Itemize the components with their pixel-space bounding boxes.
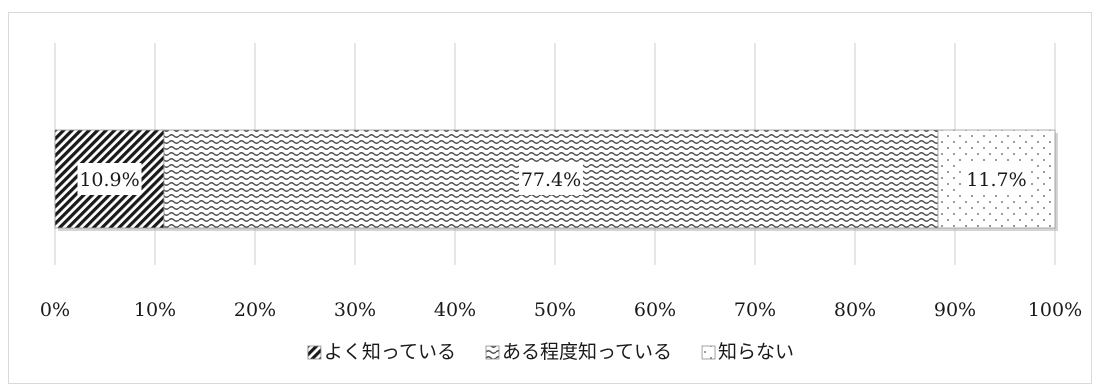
x-axis-tick-labels: 0% 10% 20% 30% 40% 50% 60% 70% 80% 90% 100% [40, 299, 1082, 321]
data-label-bg [77, 163, 142, 195]
data-label-bg [964, 163, 1029, 195]
x-tick-label: 60% [634, 299, 676, 321]
legend-swatch [485, 345, 500, 360]
data-label-bg [519, 163, 583, 195]
data-label-2: 77.4% [521, 169, 581, 191]
x-tick-label: 80% [834, 299, 876, 321]
x-tick-label: 30% [334, 299, 376, 321]
x-tick-label: 70% [734, 299, 776, 321]
legend-label: よく知っている [324, 341, 456, 363]
data-labels: 10.9% 77.4% 11.7% [77, 163, 1029, 195]
x-tick-label: 90% [934, 299, 976, 321]
legend-item-1: よく知っている [307, 341, 456, 363]
stacked-bar-chart: 10.9% 77.4% 11.7% 0% 10% 20% 30% 40% 50% 60% 70% 8… [40, 43, 1082, 363]
chart-frame: 10.9% 77.4% 11.7% 0% 10% 20% 30% 40% 50% 60% 70% 8… [8, 12, 1092, 384]
legend-swatch [701, 345, 716, 360]
legend-label: ある程度知っている [502, 341, 672, 363]
legend-item-2: ある程度知っている [485, 341, 672, 363]
x-tick-label: 0% [40, 299, 70, 321]
data-label-3: 11.7% [966, 169, 1026, 191]
x-tick-label: 40% [434, 299, 476, 321]
x-tick-label: 10% [134, 299, 176, 321]
x-tick-label: 20% [234, 299, 276, 321]
legend-item-3: 知らない [701, 341, 794, 363]
x-tick-label: 50% [534, 299, 576, 321]
x-tick-label: 100% [1028, 299, 1082, 321]
data-label-1: 10.9% [79, 169, 139, 191]
legend-label: 知らない [718, 341, 794, 363]
legend: よく知っている ある程度知っている 知らない [307, 341, 794, 363]
legend-swatch [307, 345, 322, 360]
